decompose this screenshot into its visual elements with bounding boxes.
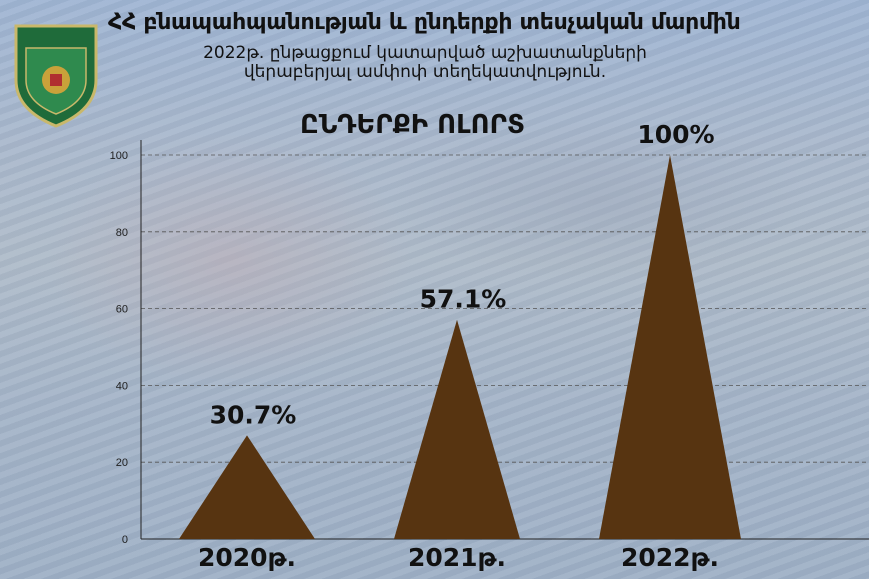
data-label: 57.1% xyxy=(420,285,507,314)
y-tick-label: 100 xyxy=(110,150,128,162)
page-title: ՀՀ բնապահպանության և ընդերքի տեսչական մա… xyxy=(108,10,741,35)
subtitle-line-1: 2022թ. ընթացքում կատարված աշխատանքների xyxy=(203,43,647,63)
x-tick-label: 2022թ. xyxy=(621,543,719,572)
y-tick-label: 0 xyxy=(122,534,128,546)
page-subtitle: 2022թ. ընթացքում կատարված աշխատանքների վ… xyxy=(185,44,665,82)
subtitle-line-2: վերաբերյալ ամփոփ տեղեկատվություն. xyxy=(243,62,607,82)
y-tick-label: 60 xyxy=(116,304,128,316)
bar-triangle xyxy=(599,155,741,539)
y-tick-label: 80 xyxy=(116,227,128,239)
chart-title: ԸՆԴԵՐՔԻ ՈԼՈՐՏ xyxy=(300,110,525,140)
data-label: 100% xyxy=(637,120,714,149)
x-tick-label: 2021թ. xyxy=(408,543,506,572)
bar-triangle xyxy=(394,319,520,539)
data-label: 30.7% xyxy=(210,400,297,429)
y-tick-label: 40 xyxy=(116,380,128,392)
inspectorate-logo xyxy=(14,24,98,128)
y-tick-label: 20 xyxy=(116,457,128,469)
x-tick-label: 2020թ. xyxy=(198,543,296,572)
bar-triangle xyxy=(179,435,315,539)
